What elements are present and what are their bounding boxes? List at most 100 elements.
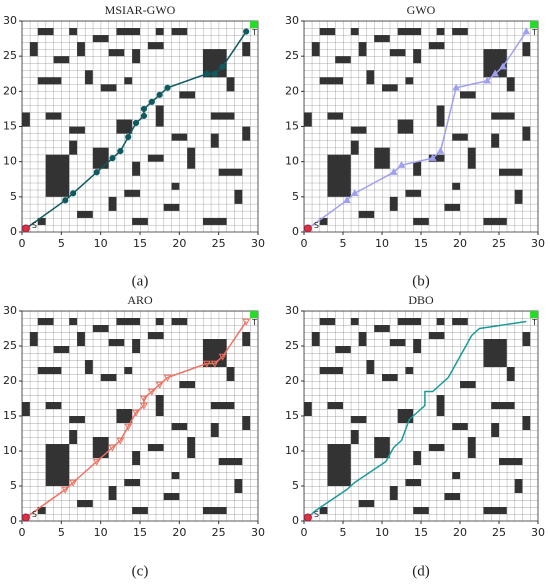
y-tick-label: 30 <box>3 14 17 27</box>
obstacle <box>29 332 38 346</box>
obstacle <box>202 49 227 78</box>
marker <box>69 479 77 487</box>
obstacle <box>116 318 140 325</box>
obstacle <box>413 339 421 353</box>
goal-marker <box>530 21 538 29</box>
x-tick-label: 15 <box>133 526 147 539</box>
obstacle <box>37 28 54 36</box>
y-tick-label: 15 <box>3 409 17 422</box>
marker <box>203 360 211 368</box>
obstacle <box>171 472 180 479</box>
obstacle <box>389 196 398 211</box>
marker <box>140 112 148 120</box>
obstacle <box>374 147 390 169</box>
obstacle <box>358 42 367 57</box>
obstacle <box>483 507 507 514</box>
obstacle <box>514 479 523 493</box>
obstacle <box>187 147 196 169</box>
x-tick-label: 0 <box>301 237 308 250</box>
marker <box>164 84 171 91</box>
x-tick-label: 30 <box>251 237 265 250</box>
obstacle <box>491 402 515 409</box>
marker <box>109 155 116 162</box>
obstacle <box>319 77 343 85</box>
panel-label: (c) <box>132 563 149 579</box>
obstacle <box>69 126 85 134</box>
marker <box>116 437 125 445</box>
obstacle <box>37 507 46 514</box>
goal-marker <box>250 311 258 318</box>
obstacle <box>218 458 243 465</box>
obstacle <box>100 84 117 92</box>
goal-label: T <box>251 28 257 37</box>
y-tick-label: 15 <box>285 409 299 422</box>
x-tick-label: 25 <box>212 526 226 539</box>
obstacle <box>147 154 164 162</box>
y-tick-label: 10 <box>3 444 17 457</box>
obstacle <box>242 416 251 430</box>
obstacle <box>405 77 414 85</box>
obstacle <box>242 42 251 57</box>
marker <box>140 105 148 113</box>
obstacle <box>226 77 235 92</box>
x-tick-label: 5 <box>340 526 347 539</box>
obstacle <box>77 332 85 346</box>
obstacle <box>100 374 117 381</box>
x-tick-label: 20 <box>453 526 467 539</box>
obstacle <box>452 318 468 325</box>
obstacle <box>37 217 46 225</box>
x-tick-label: 25 <box>212 237 226 250</box>
y-tick-label: 20 <box>285 374 299 387</box>
obstacle <box>444 493 460 500</box>
obstacle <box>350 126 367 134</box>
marker <box>147 388 156 396</box>
y-tick-label: 15 <box>285 120 299 133</box>
marker <box>452 83 460 91</box>
obstacle <box>506 77 515 92</box>
obstacle <box>37 77 62 85</box>
obstacle <box>116 409 133 423</box>
obstacle <box>84 70 93 85</box>
obstacle <box>37 318 54 325</box>
obstacle <box>405 479 421 486</box>
marker <box>491 69 499 77</box>
x-tick-label: 5 <box>58 526 65 539</box>
obstacle <box>69 140 78 155</box>
obstacle <box>350 430 359 444</box>
obstacle <box>436 395 445 416</box>
obstacle <box>69 28 78 36</box>
obstacle <box>171 28 188 36</box>
obstacle <box>327 444 351 486</box>
obstacle <box>155 318 164 325</box>
obstacle <box>382 84 398 92</box>
obstacle <box>382 374 398 381</box>
obstacle <box>242 126 251 141</box>
x-tick-label: 0 <box>19 526 26 539</box>
obstacle <box>124 77 133 85</box>
obstacle <box>116 119 133 134</box>
obstacle <box>483 339 507 367</box>
start-label: S <box>32 510 37 519</box>
obstacle <box>77 500 93 507</box>
obstacle <box>234 479 243 493</box>
marker <box>124 423 133 431</box>
obstacle <box>92 147 109 169</box>
obstacle <box>460 381 476 388</box>
obstacle <box>428 154 445 162</box>
panel-label: (d) <box>412 563 430 579</box>
obstacle <box>522 332 531 346</box>
obstacle <box>210 423 219 437</box>
obstacle <box>45 444 70 486</box>
obstacle <box>108 196 117 211</box>
y-tick-label: 20 <box>3 374 17 387</box>
obstacle <box>366 360 375 374</box>
obstacle <box>132 217 148 225</box>
marker <box>219 63 226 70</box>
obstacle <box>37 367 62 374</box>
y-tick-label: 25 <box>285 49 299 62</box>
obstacle <box>147 444 164 451</box>
obstacle <box>116 28 140 36</box>
marker <box>125 133 132 141</box>
y-tick-label: 20 <box>3 84 17 97</box>
obstacle <box>202 507 227 514</box>
